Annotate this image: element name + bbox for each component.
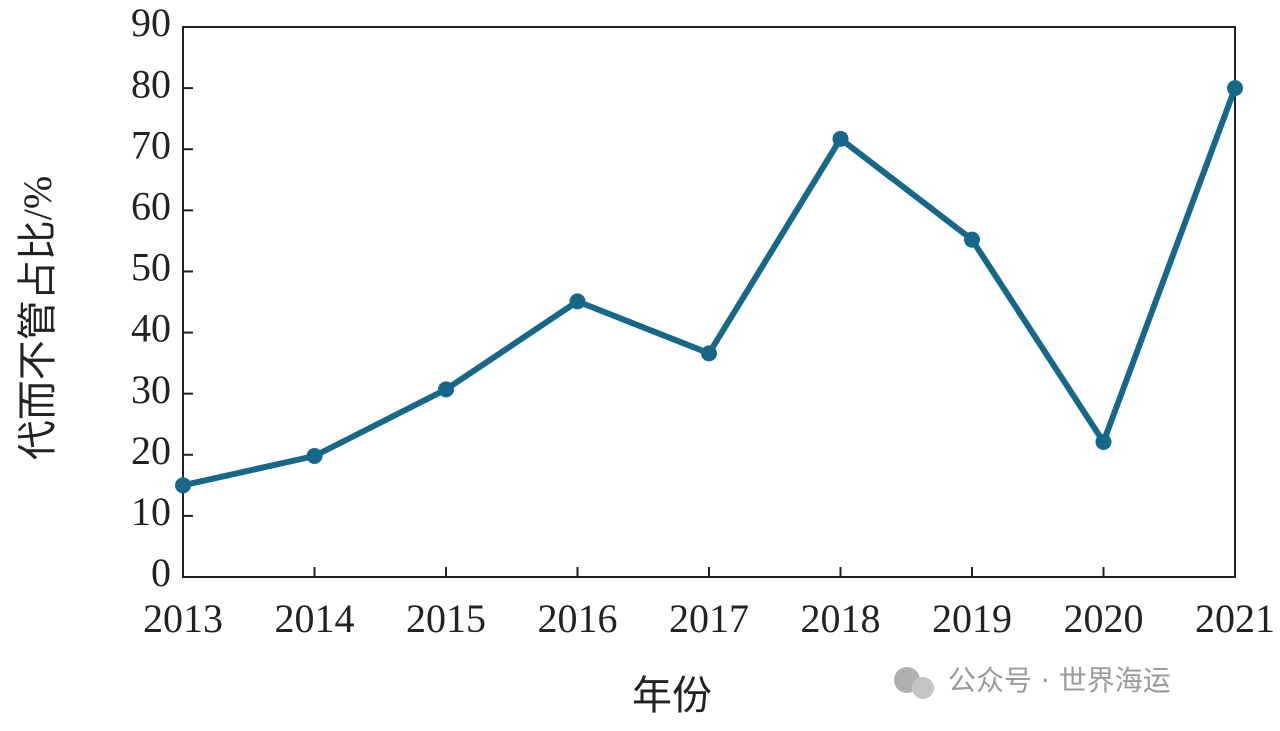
x-tick-label: 2013 <box>143 596 223 641</box>
y-tick-label: 60 <box>131 184 171 229</box>
x-tick-label: 2017 <box>669 596 749 641</box>
point <box>438 381 454 398</box>
point <box>569 293 586 310</box>
plot-frame <box>182 26 1236 578</box>
point <box>1095 433 1112 450</box>
x-tick-label: 2014 <box>275 596 355 641</box>
y-tick-label: 20 <box>131 428 171 473</box>
point <box>964 231 980 248</box>
y-tick-label: 0 <box>151 550 171 595</box>
point <box>832 130 849 147</box>
y-tick-label: 30 <box>131 367 171 412</box>
x-tick-label: 2016 <box>538 596 618 641</box>
x-tick-label: 2020 <box>1064 596 1144 641</box>
x-tick-label: 2021 <box>1195 596 1275 641</box>
x-axis-title: 年份 <box>632 673 712 718</box>
x-tick-label: 2015 <box>406 596 486 641</box>
x-tick-label: 2018 <box>801 596 881 641</box>
x-tick-label: 2019 <box>932 596 1012 641</box>
y-tick-label: 40 <box>131 306 171 351</box>
y-tick-label: 10 <box>131 489 171 534</box>
y-tick-label: 70 <box>131 122 171 167</box>
point <box>175 477 191 494</box>
watermark-text: 公众号 · 世界海运 <box>948 664 1171 697</box>
point <box>701 345 717 362</box>
y-tick-label: 90 <box>131 0 171 45</box>
point <box>1227 80 1243 97</box>
line <box>182 87 1238 489</box>
watermark-icon <box>912 677 934 699</box>
point <box>306 448 323 464</box>
y-tick-label: 80 <box>131 61 171 106</box>
watermark: 公众号 · 世界海运 <box>894 664 1171 699</box>
y-tick-label: 50 <box>131 245 171 290</box>
y-axis-title: 代而不管占比/% <box>15 176 60 460</box>
